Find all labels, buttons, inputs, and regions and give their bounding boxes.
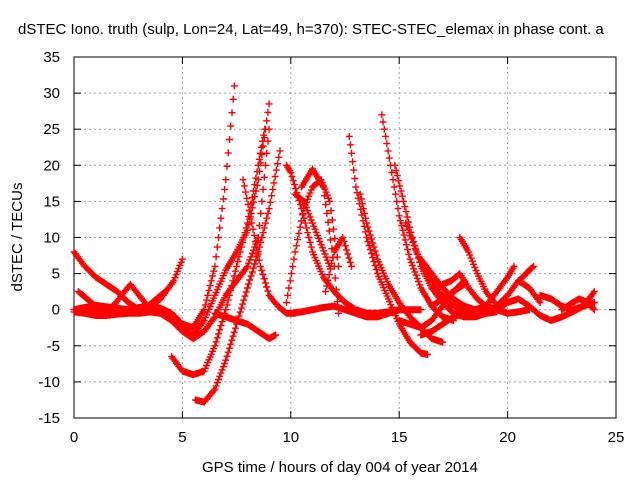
series-4 [70, 248, 143, 314]
series-12 [291, 190, 334, 270]
x-tick-label: 0 [70, 429, 78, 446]
y-tick-label: 5 [52, 266, 60, 283]
x-tick-label: 15 [391, 429, 408, 446]
y-tick-label: 0 [52, 302, 60, 319]
y-tick-label: 30 [43, 85, 60, 102]
series-markers [460, 277, 544, 321]
series-markers [70, 82, 238, 332]
series-32 [287, 302, 425, 321]
y-axis: -15 -10 -5 0 5 10 15 20 25 30 35 [38, 49, 616, 427]
series-28 [514, 262, 538, 285]
series-1 [70, 82, 238, 332]
series-6 [92, 255, 186, 316]
series-markers [558, 295, 598, 314]
y-tick-label: 10 [43, 230, 60, 247]
x-axis: 0 5 10 15 20 25 [70, 57, 625, 446]
y-axis-label: dSTEC / TECUs [9, 183, 26, 292]
series-14 [298, 165, 342, 317]
series-15 [322, 234, 355, 296]
data-series [70, 82, 598, 406]
series-markers [287, 302, 425, 321]
x-tick-label: 25 [608, 429, 625, 446]
y-tick-label: -10 [38, 374, 60, 391]
x-tick-label: 20 [499, 429, 516, 446]
series-markers [92, 255, 186, 316]
y-tick-label: 15 [43, 193, 60, 210]
chart-title: dSTEC Iono. truth (sulp, Lon=24, Lat=49,… [18, 21, 604, 38]
y-tick-label: 35 [43, 49, 60, 66]
series-33 [417, 302, 490, 339]
series-9 [211, 309, 280, 343]
series-markers [291, 190, 334, 270]
series-31 [558, 295, 598, 314]
series-markers [417, 302, 490, 339]
series-markers [191, 147, 284, 406]
y-tick-label: -15 [38, 410, 60, 427]
y-tick-label: 20 [43, 157, 60, 174]
series-26 [460, 277, 544, 321]
series-8 [191, 147, 284, 406]
series-markers [428, 280, 468, 310]
series-23 [428, 280, 468, 310]
series-markers [211, 309, 280, 343]
x-tick-label: 5 [178, 429, 186, 446]
series-markers [298, 165, 342, 317]
y-tick-label: 25 [43, 121, 60, 138]
series-markers [322, 234, 355, 296]
series-markers [70, 248, 143, 314]
x-axis-label: GPS time / hours of day 004 of year 2014 [202, 459, 478, 476]
y-tick-label: -5 [47, 338, 60, 355]
x-tick-label: 10 [282, 429, 299, 446]
series-markers [514, 262, 538, 285]
